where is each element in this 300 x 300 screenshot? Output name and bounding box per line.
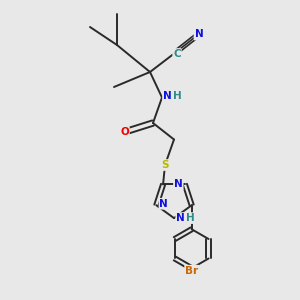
Text: S: S (161, 160, 169, 170)
Text: H: H (186, 213, 195, 223)
Text: N: N (174, 179, 183, 190)
Text: O: O (120, 127, 129, 137)
Text: C: C (173, 49, 181, 59)
Text: Br: Br (185, 266, 198, 276)
Text: N: N (176, 213, 185, 223)
Text: N: N (163, 91, 172, 101)
Text: H: H (173, 91, 182, 101)
Text: N: N (194, 29, 203, 40)
Text: N: N (159, 199, 168, 209)
